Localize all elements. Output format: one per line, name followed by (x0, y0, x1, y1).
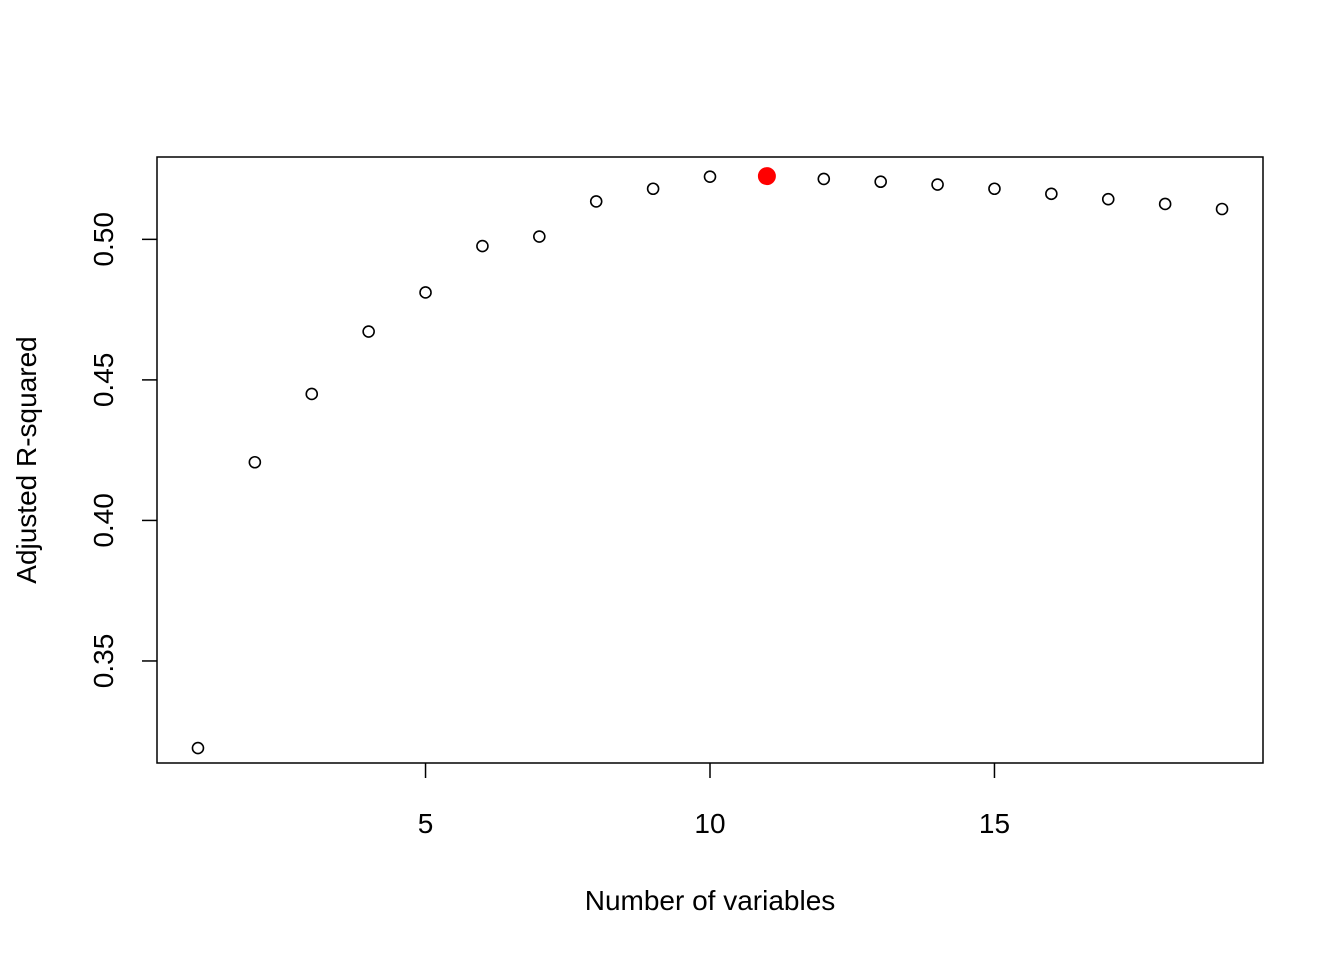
plot-frame (156, 156, 1264, 764)
data-point (1045, 187, 1058, 201)
y-tick-label: 0.45 (88, 353, 119, 408)
data-point (419, 286, 432, 299)
data-point (533, 230, 546, 243)
data-point (1215, 202, 1229, 216)
data-point (248, 455, 262, 469)
data-point (476, 239, 489, 253)
y-tick-label: 0.40 (88, 493, 119, 548)
data-point (988, 182, 1001, 196)
x-tick-label: 5 (418, 808, 434, 839)
data-point (191, 741, 205, 755)
data-point (817, 172, 831, 186)
y-axis-label: Adjusted R-squared (11, 336, 42, 583)
x-axis-label: Number of variables (585, 885, 836, 916)
x-tick-label: 15 (979, 808, 1010, 839)
y-tick-label: 0.50 (88, 212, 119, 267)
highlight-point (757, 167, 776, 186)
data-point (589, 195, 603, 208)
data-point (703, 170, 717, 183)
data-point (874, 175, 887, 189)
y-axis: 0.35 0.40 0.45 0.50 (88, 212, 157, 688)
data-point (305, 387, 319, 401)
data-point (931, 178, 944, 191)
data-point (646, 182, 660, 196)
x-tick-label: 10 (694, 808, 725, 839)
y-tick-label: 0.35 (88, 634, 119, 689)
x-axis: 5 10 15 (418, 763, 1010, 839)
data-point (1101, 192, 1115, 206)
data-point (362, 325, 375, 338)
data-points (191, 167, 1229, 755)
data-point (1158, 197, 1172, 211)
